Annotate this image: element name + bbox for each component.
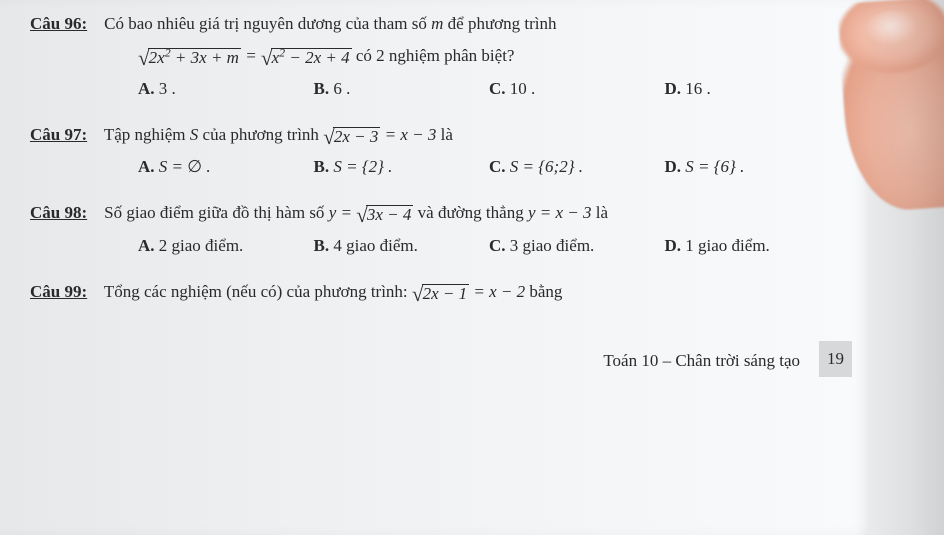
- math-text: 3x − 4: [366, 205, 414, 224]
- option-label: A.: [138, 79, 155, 98]
- stem-text: của phương trình: [198, 125, 323, 144]
- sqrt-expr: √2x − 1: [412, 284, 469, 303]
- math-text: y = x − 3: [528, 203, 592, 222]
- option-label: A.: [138, 157, 155, 176]
- question-label: Câu 99:: [30, 282, 87, 301]
- stem-text: Số giao điểm giữa đồ thị hàm số: [104, 203, 329, 222]
- sqrt-expr: √2x2 + 3x + m: [138, 48, 241, 67]
- question-label: Câu 97:: [30, 125, 87, 144]
- option-c: C. 3 giao điểm.: [489, 230, 665, 262]
- option-d: D. 1 giao điểm.: [665, 230, 841, 262]
- question-stem: Tập nghiệm S của phương trình √2x − 3 = …: [104, 125, 453, 144]
- option-label: C.: [489, 157, 506, 176]
- stem-text: để phương trình: [443, 14, 556, 33]
- stem-text: bằng: [525, 282, 562, 301]
- option-a: A. 3 .: [138, 73, 314, 105]
- option-a: A. 2 giao điểm.: [138, 230, 314, 262]
- math-text: y =: [329, 203, 357, 222]
- question-stem: Tổng các nghiệm (nếu có) của phương trìn…: [104, 282, 563, 301]
- option-label: D.: [665, 79, 682, 98]
- sqrt-expr: √3x − 4: [356, 205, 413, 224]
- option-label: B.: [314, 236, 330, 255]
- option-d: D. S = {6} .: [665, 151, 841, 183]
- question-96: Câu 96: Có bao nhiêu giá trị nguyên dươn…: [30, 8, 840, 105]
- option-text: 1 giao điểm.: [685, 236, 770, 255]
- stem-text: Tập nghiệm: [104, 125, 190, 144]
- option-b: B. 6 .: [314, 73, 490, 105]
- option-c: C. S = {6;2} .: [489, 151, 665, 183]
- stem-text: Có bao nhiêu giá trị nguyên dương của th…: [104, 14, 431, 33]
- option-text: 3 .: [159, 79, 176, 98]
- option-label: C.: [489, 79, 506, 98]
- math-text: = x − 3: [380, 125, 436, 144]
- math-text: 2x: [149, 48, 165, 67]
- question-97: Câu 97: Tập nghiệm S của phương trình √2…: [30, 119, 840, 184]
- sqrt-expr: √x2 − 2x + 4: [261, 48, 352, 67]
- option-text: S = {6} .: [685, 157, 744, 176]
- stem-var: S: [190, 125, 199, 144]
- option-text: ∅: [187, 157, 202, 176]
- option-d: D. 16 .: [665, 73, 841, 105]
- option-c: C. 10 .: [489, 73, 665, 105]
- math-text: − 2x + 4: [285, 48, 350, 67]
- option-text: S = {2} .: [333, 157, 392, 176]
- option-label: C.: [489, 236, 506, 255]
- math-text: = x − 2: [469, 282, 525, 301]
- options-row: A. S = ∅ . B. S = {2} . C. S = {6;2} . D…: [30, 151, 840, 183]
- option-label: D.: [665, 236, 682, 255]
- option-b: B. S = {2} .: [314, 151, 490, 183]
- option-text: 2 giao điểm.: [159, 236, 244, 255]
- question-label: Câu 98:: [30, 203, 87, 222]
- option-text: S =: [159, 157, 187, 176]
- question-stem: Có bao nhiêu giá trị nguyên dương của th…: [104, 14, 556, 33]
- question-label: Câu 96:: [30, 14, 87, 33]
- question-stem: Số giao điểm giữa đồ thị hàm số y = √3x …: [104, 203, 608, 222]
- option-text: 10 .: [510, 79, 536, 98]
- option-label: A.: [138, 236, 155, 255]
- question-98: Câu 98: Số giao điểm giữa đồ thị hàm số …: [30, 197, 840, 262]
- stem-text: và đường thẳng: [413, 203, 528, 222]
- math-text: 2x − 1: [422, 284, 470, 303]
- footer-text: Toán 10 – Chân trời sáng tạo: [603, 345, 800, 377]
- stem-text: là: [436, 125, 453, 144]
- question-99: Câu 99: Tổng các nghiệm (nếu có) của phư…: [30, 276, 840, 308]
- option-text: 6 .: [333, 79, 350, 98]
- option-text: S = {6;2} .: [510, 157, 583, 176]
- math-text: 2x − 3: [333, 127, 381, 146]
- option-text: 4 giao điểm.: [333, 236, 418, 255]
- stem-text: là: [592, 203, 609, 222]
- exam-page: Câu 96: Có bao nhiêu giá trị nguyên dươn…: [0, 0, 870, 535]
- sqrt-expr: √2x − 3: [323, 127, 380, 146]
- stem-text: có 2 nghiệm phân biệt?: [356, 46, 515, 65]
- option-text: 3 giao điểm.: [510, 236, 595, 255]
- options-row: A. 3 . B. 6 . C. 10 . D. 16 .: [30, 73, 840, 105]
- stem-text: Tổng các nghiệm (nếu có) của phương trìn…: [104, 282, 412, 301]
- options-row: A. 2 giao điểm. B. 4 giao điểm. C. 3 gia…: [30, 230, 840, 262]
- stem-var: m: [431, 14, 443, 33]
- option-label: B.: [314, 79, 330, 98]
- option-label: D.: [665, 157, 682, 176]
- option-text: 16 .: [685, 79, 711, 98]
- option-text: .: [202, 157, 211, 176]
- option-a: A. S = ∅ .: [138, 151, 314, 183]
- option-label: B.: [314, 157, 330, 176]
- option-b: B. 4 giao điểm.: [314, 230, 490, 262]
- math-text: + 3x + m: [171, 48, 239, 67]
- math-text: =: [241, 46, 261, 65]
- page-number: 19: [819, 341, 852, 377]
- equation-line: √2x2 + 3x + m = √x2 − 2x + 4 có 2 nghiệm…: [30, 40, 840, 72]
